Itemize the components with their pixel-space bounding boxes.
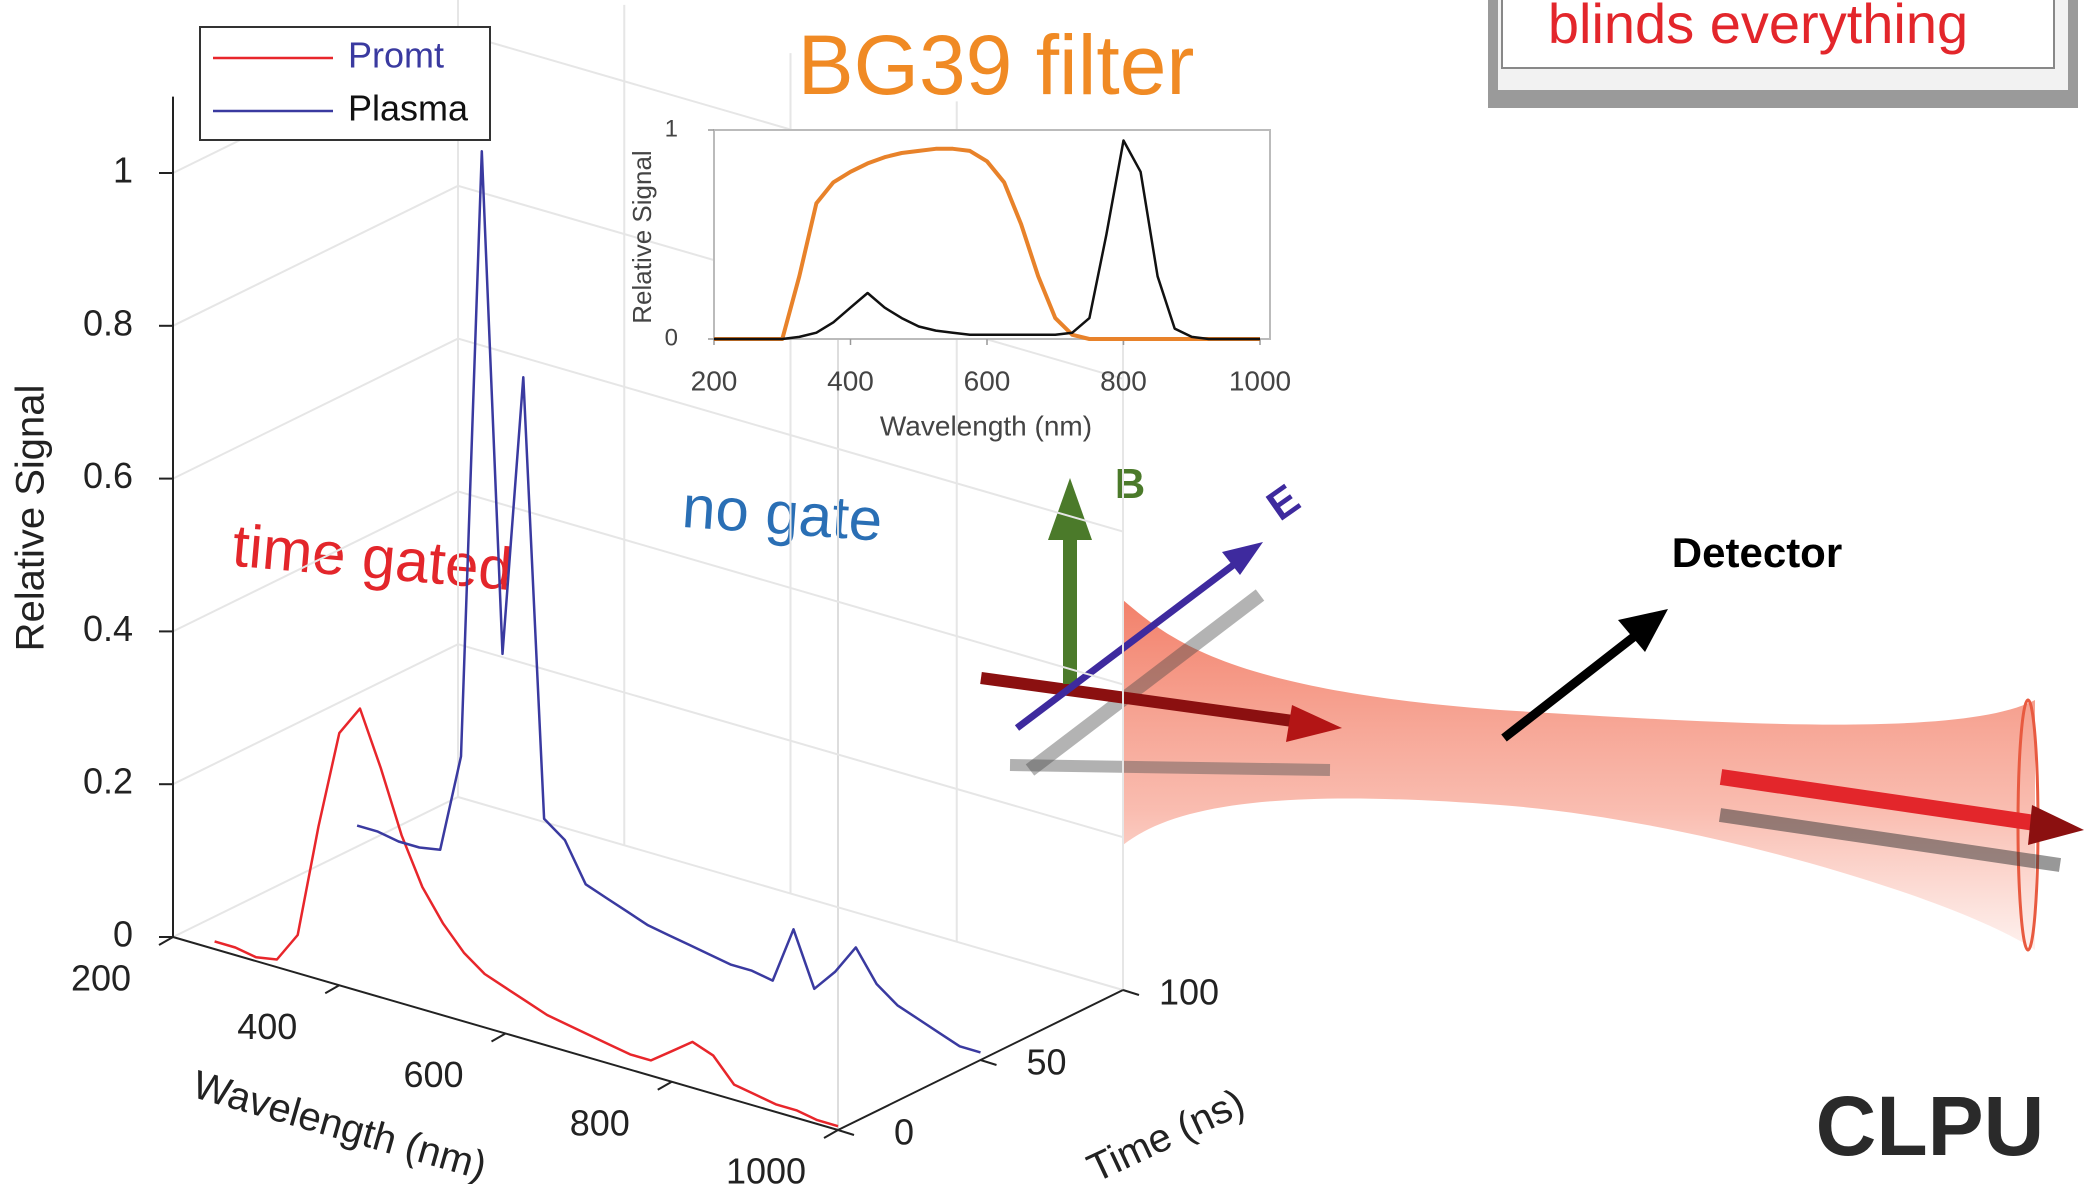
x-tick-label: 600 [403,1054,463,1095]
z-tick [1122,989,1140,996]
y-tick-label: 0.2 [83,761,133,802]
y-axis-label: Relative Signal [9,385,53,652]
series-line [714,146,1260,341]
z-tick [837,1129,855,1136]
chart-title: BG39 filter [798,18,1195,112]
arrow-shadow [1718,808,2062,872]
series-line [714,139,1260,341]
z-tick-label: 100 [1159,972,1219,1013]
y-tick-label: 0 [113,914,133,955]
x-tick [657,1080,673,1091]
series-line [356,150,981,1054]
x-tick [158,936,174,946]
legend-label: Plasma [348,88,469,129]
detector-label: Detector [1672,529,1842,576]
legend-label: Promt [348,35,444,76]
e-label: E [1258,475,1308,530]
grid-line [172,643,1124,839]
y-axis-label: Relative Signal [627,150,657,323]
y-tick-label: 0.8 [83,302,133,343]
y-tick-label: 0.6 [83,455,133,496]
grid-line [172,337,1124,533]
z-tick-label: 50 [1026,1042,1066,1083]
y-tick-label: 0.4 [83,608,133,649]
e-arrow [1014,557,1243,731]
arrow-head [1048,478,1092,540]
x-tick-label: 600 [964,365,1011,396]
z-tick-label: 0 [894,1112,914,1153]
grid-line [172,490,1124,686]
arrow-head [1286,705,1342,742]
callout-box [1501,0,2055,69]
k-arrow [980,672,1301,728]
x-tick-label: 200 [691,365,738,396]
z-tick [980,1059,997,1066]
time-gated-label: time gated [230,512,515,603]
arrow-shadow [1009,759,1331,776]
arrow-head [2028,805,2084,845]
arrow-head [1222,542,1263,575]
y-tick-label: 1 [665,115,678,142]
x-tick-label: 1000 [1229,365,1291,396]
x-tick-label: 1000 [726,1151,806,1184]
plot-frame [713,129,1271,340]
series-line [214,707,839,1128]
no-gate-label: no gate [680,473,884,554]
x-axis-label: Wavelength (nm) [880,410,1092,441]
x-tick [823,1129,839,1139]
grid-line [172,795,1124,991]
y-tick-label: 1 [113,150,133,191]
arrow-shadow [1025,589,1265,776]
out-arrow [1719,769,2037,831]
x-tick-label: 200 [71,958,131,999]
x-tick-label: 400 [827,365,874,396]
legend-box [199,26,491,141]
logo: CLPU [1816,1079,2045,1173]
arrow-head [1618,609,1668,652]
x-tick-label: 400 [237,1006,297,1047]
beam-diagram [980,478,2084,952]
beam [1123,600,2035,950]
x-tick [491,1032,506,1043]
x-tick-label: 800 [570,1102,630,1143]
callout-text: blinds everything [1548,0,1968,55]
y-tick-label: 0 [665,324,678,351]
z-axis-label: Time (ns) [1081,1080,1251,1184]
detector-arrow [1501,628,1643,742]
b-label: B [1115,460,1145,507]
x-tick-label: 800 [1100,365,1147,396]
x-tick [324,984,340,995]
